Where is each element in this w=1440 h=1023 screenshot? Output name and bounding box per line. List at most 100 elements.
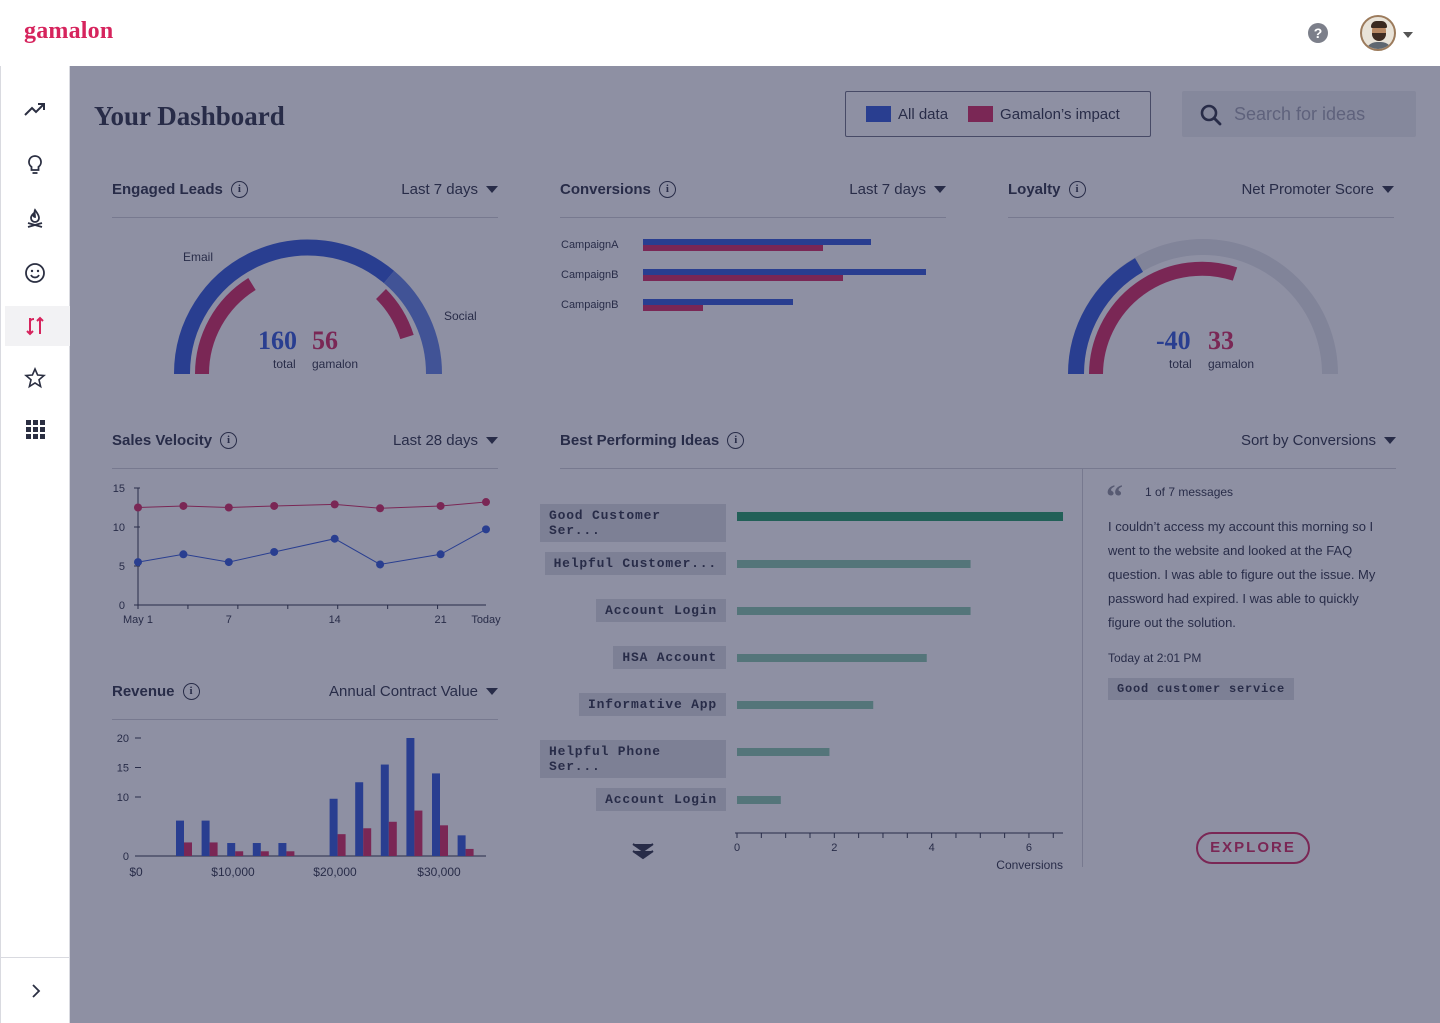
bar-impact (440, 825, 448, 856)
idea-label[interactable]: Informative App (578, 693, 726, 716)
x-tick-label: 7 (226, 614, 232, 626)
gamalon-label: gamalon (312, 357, 359, 371)
bar-impact (643, 275, 843, 281)
idea-label[interactable]: Helpful Customer... (544, 552, 726, 575)
help-icon[interactable]: ? (1308, 23, 1328, 43)
sales-velocity-card: Sales Velocity i Last 28 days 0 5 10 15 May … (92, 413, 520, 639)
message-time: Today at 2:01 PM (1108, 651, 1202, 665)
grid-icon[interactable] (5, 409, 71, 449)
series-line (137, 528, 487, 565)
bar-all-data (643, 239, 871, 245)
x-tick-label: 2 (831, 842, 837, 854)
x-tick-label: 21 (434, 614, 446, 626)
x-tick-label: Today (471, 614, 501, 626)
avatar[interactable] (1360, 15, 1396, 51)
bar-all-data (227, 843, 236, 856)
message-count: 1 of 7 messages (1145, 485, 1234, 499)
data-point (224, 503, 233, 512)
total-label: total (1169, 357, 1192, 371)
idea-bar (737, 512, 1063, 521)
idea-label[interactable]: Good Customer Ser... (540, 504, 726, 542)
gamalon-value: 33 (1208, 326, 1234, 355)
expand-sidebar-button[interactable] (1, 957, 71, 1023)
bar-impact (209, 842, 218, 856)
bar-all-data (329, 798, 338, 856)
x-tick-label: 14 (329, 614, 341, 626)
lightbulb-icon[interactable] (5, 145, 71, 185)
caret-down-icon (1384, 437, 1396, 444)
data-point (436, 550, 445, 559)
divider (1082, 469, 1083, 867)
data-point (436, 501, 445, 510)
gamalon-value: 56 (312, 326, 338, 355)
data-point (179, 550, 188, 559)
y-tick-label: 10 (117, 792, 129, 804)
bar-all-data (278, 843, 287, 856)
arrows-swap-icon[interactable] (5, 306, 71, 346)
bar-all-data (432, 773, 440, 856)
bar-all-data (457, 835, 466, 856)
gamalon-logo[interactable]: gamalon (24, 18, 114, 44)
bar-impact (465, 848, 474, 856)
page-title: Your Dashboard (94, 101, 285, 131)
sort-dropdown[interactable]: Sort by Conversions (1241, 432, 1396, 449)
data-point (224, 558, 233, 567)
data-point (270, 547, 279, 556)
search-input[interactable] (1234, 103, 1404, 125)
data-point (330, 534, 339, 543)
bar-all-data (176, 820, 184, 856)
bar-all-data (355, 782, 364, 856)
smiley-icon[interactable] (5, 253, 71, 293)
data-point (482, 498, 490, 507)
total-value: 160 (258, 326, 297, 355)
trending-icon[interactable] (5, 90, 71, 130)
legend-all-data[interactable]: All data (898, 105, 949, 123)
bar-impact (388, 821, 397, 856)
message-tag[interactable]: Good customer service (1108, 678, 1295, 700)
bar-impact (337, 834, 346, 856)
y-tick-label: 0 (119, 600, 125, 612)
x-tick-label: 0 (734, 842, 740, 854)
loyalty-card: Loyalty i Net Promoter Score -40 33 tota… (988, 162, 1416, 388)
data-point (134, 558, 142, 567)
impact-swatch (968, 106, 994, 122)
idea-label[interactable]: Helpful Phone Ser... (540, 740, 726, 778)
top-bar: gamalon ? (0, 0, 1440, 66)
idea-label[interactable]: Account Login (596, 599, 726, 622)
x-axis-label: Conversions (996, 858, 1063, 872)
chevron-right-icon (32, 983, 41, 998)
category-label: CampaignB (561, 269, 618, 281)
chevron-down-icon[interactable] (1403, 32, 1413, 38)
data-point (376, 504, 385, 513)
explore-button[interactable]: EXPLORE (1196, 832, 1310, 864)
best-ideas-card: Best Performing Ideas i Sort by Conversi… (540, 413, 1416, 890)
data-point (376, 560, 385, 569)
conversions-card: Conversions i Last 7 days CampaignA Campa… (540, 162, 968, 388)
y-tick-label: 15 (117, 763, 129, 775)
campfire-icon[interactable] (5, 199, 71, 239)
total-value: -40 (1156, 326, 1191, 355)
idea-bar (737, 748, 830, 756)
engaged-leads-card: Engaged Leads i Last 7 days Email Social… (92, 162, 520, 388)
bar-impact (260, 851, 269, 856)
message-text: I couldn’t access my account this mornin… (1108, 519, 1376, 630)
legend-toggle[interactable]: All data Gamalon’s impact (845, 91, 1151, 137)
idea-label[interactable]: Account Login (596, 788, 726, 811)
idea-bar (737, 701, 874, 709)
double-chevron-down-icon[interactable] (631, 841, 655, 861)
star-icon[interactable] (5, 358, 71, 398)
data-point (482, 525, 490, 534)
bar-all-data (380, 764, 389, 856)
series-line (137, 501, 487, 509)
x-tick-label: 6 (1026, 842, 1032, 854)
category-label: CampaignB (561, 299, 618, 311)
loyalty-gauge (1068, 239, 1338, 375)
idea-label[interactable]: HSA Account (613, 646, 726, 669)
data-point (330, 500, 339, 509)
bar-impact (286, 851, 295, 856)
search-box[interactable] (1182, 91, 1416, 137)
data-point (179, 501, 188, 510)
bar-impact (184, 842, 192, 856)
bar-impact (414, 810, 423, 856)
legend-impact[interactable]: Gamalon’s impact (1000, 105, 1120, 123)
